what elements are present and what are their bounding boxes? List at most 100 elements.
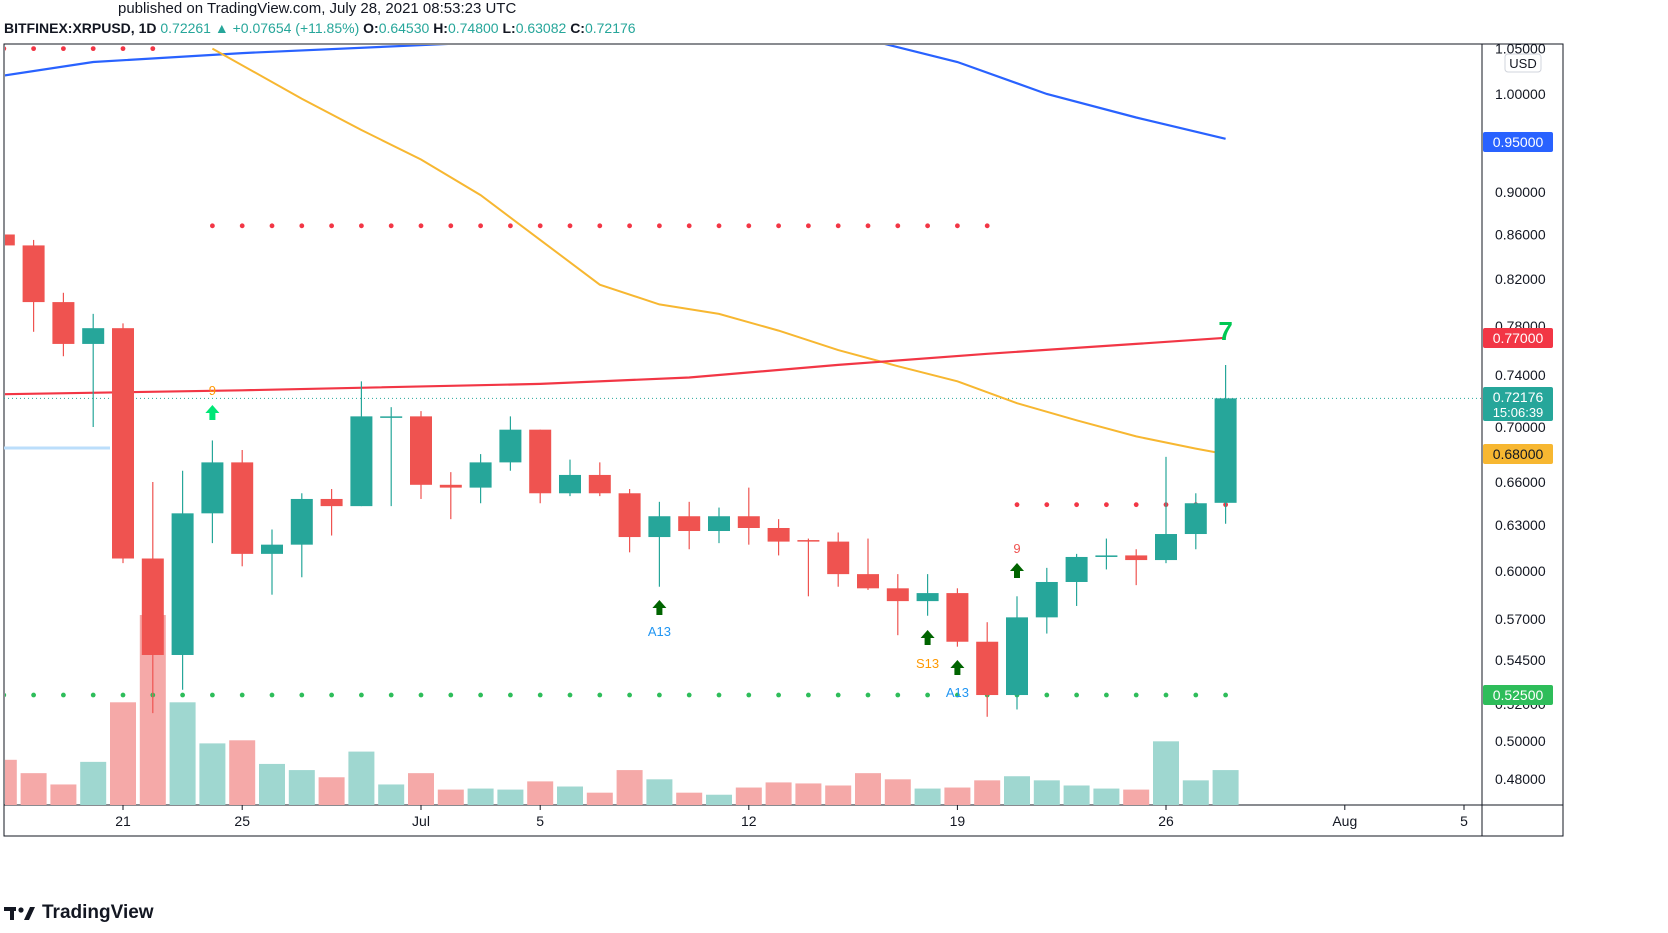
- signal-dot: [835, 692, 841, 698]
- volume-bar: [169, 702, 196, 805]
- candle-body[interactable]: [708, 516, 730, 532]
- volume-bar: [1212, 770, 1239, 805]
- signal-dot: [5, 692, 7, 698]
- volume-bar: [527, 781, 554, 805]
- signal-dot: [1014, 502, 1020, 508]
- change-arrow-icon: ▲: [214, 20, 229, 36]
- signal-dot: [210, 223, 215, 229]
- signal-dot: [31, 46, 36, 52]
- signal-dot: [478, 692, 483, 698]
- candle-body[interactable]: [1065, 556, 1088, 582]
- arrow-up-icon: [205, 405, 220, 420]
- high-value: 0.74800: [447, 20, 499, 36]
- candle-body[interactable]: [82, 328, 105, 344]
- candle-body[interactable]: [0, 234, 15, 246]
- candle-body[interactable]: [410, 416, 432, 485]
- signal-dot: [865, 692, 871, 698]
- volume-bar: [1153, 741, 1179, 805]
- signal-dot: [90, 46, 96, 52]
- signal-dot: [239, 223, 245, 229]
- candle-body[interactable]: [678, 516, 701, 532]
- price-tick-label: 0.57000: [1495, 611, 1546, 627]
- signal-dot: [627, 692, 632, 698]
- signal-dot: [806, 223, 811, 229]
- candle-body[interactable]: [1184, 503, 1207, 535]
- signal-dot: [448, 692, 454, 698]
- candle-body[interactable]: [499, 429, 522, 463]
- volume-bar: [765, 782, 792, 805]
- volume-bar: [706, 794, 732, 805]
- volume-bar: [1063, 785, 1090, 805]
- signal-dot: [1193, 692, 1199, 698]
- candle-body[interactable]: [1006, 617, 1028, 696]
- candle-body[interactable]: [976, 641, 999, 696]
- candle-body[interactable]: [1155, 534, 1177, 561]
- volume-bar: [884, 779, 911, 805]
- candle-body[interactable]: [261, 544, 283, 554]
- price-badge-label: 0.68000: [1493, 446, 1544, 462]
- price-badge-label: 0.77000: [1493, 330, 1544, 346]
- candle-body[interactable]: [767, 527, 790, 542]
- signal-dot: [955, 223, 960, 229]
- time-tick-label: 12: [741, 813, 757, 829]
- published-caption: published on TradingView.com, July 28, 2…: [118, 0, 517, 17]
- signal-dot: [657, 692, 662, 698]
- volume-bar: [944, 787, 971, 805]
- volume-bar: [348, 751, 375, 805]
- volume-bar: [20, 773, 47, 805]
- candle-body[interactable]: [946, 593, 969, 642]
- change-value: +0.07654 (+11.85%): [232, 20, 360, 36]
- signal-dot: [120, 46, 126, 52]
- signal-dot: [299, 223, 305, 229]
- signal-dot: [1074, 692, 1079, 698]
- candle-body[interactable]: [916, 593, 939, 602]
- candle-body[interactable]: [1214, 398, 1237, 503]
- candle-body[interactable]: [797, 540, 820, 542]
- candle-body[interactable]: [529, 429, 552, 494]
- signal-dot: [567, 223, 573, 229]
- candle-body[interactable]: [648, 516, 671, 538]
- candle-body[interactable]: [380, 416, 403, 418]
- candle-body[interactable]: [469, 462, 492, 488]
- signal-dot: [210, 692, 215, 698]
- signal-dot: [686, 692, 692, 698]
- volume-bar: [974, 780, 1001, 805]
- candle-body[interactable]: [52, 302, 75, 344]
- candle-body[interactable]: [231, 462, 254, 554]
- signal-dot: [120, 692, 126, 698]
- candle-body[interactable]: [618, 493, 641, 538]
- volume-bar: [1123, 789, 1150, 805]
- signal-dot: [627, 223, 632, 229]
- candle-body[interactable]: [827, 541, 850, 575]
- candle-body[interactable]: [857, 574, 879, 589]
- candle-body[interactable]: [141, 558, 164, 655]
- candle-body[interactable]: [1095, 555, 1118, 557]
- price-badge-label: 0.52500: [1493, 687, 1544, 703]
- candle-body[interactable]: [350, 416, 373, 507]
- candle-body[interactable]: [439, 484, 462, 488]
- volume-bar: [259, 763, 285, 805]
- candle-body[interactable]: [886, 588, 909, 602]
- candle-body[interactable]: [559, 474, 581, 494]
- candle-body[interactable]: [22, 245, 45, 303]
- time-tick-label: 21: [115, 813, 131, 829]
- candle-body[interactable]: [1035, 581, 1058, 618]
- signal-dot: [418, 692, 424, 698]
- signal-dot: [925, 223, 930, 229]
- signal-dot: [746, 223, 752, 229]
- candle-body[interactable]: [1125, 555, 1148, 561]
- candle-body[interactable]: [290, 498, 313, 545]
- candle-body[interactable]: [737, 516, 760, 528]
- price-badge-label: 0.95000: [1493, 134, 1544, 150]
- candle-body[interactable]: [320, 498, 343, 507]
- candle-body[interactable]: [201, 462, 224, 514]
- time-tick-label: 19: [950, 813, 966, 829]
- unit-box: [1504, 53, 1542, 73]
- candle-body[interactable]: [171, 513, 194, 655]
- signal-dot: [776, 223, 781, 229]
- candle-body[interactable]: [112, 328, 134, 559]
- candle-body[interactable]: [588, 474, 611, 494]
- countdown-label: 15:06:39: [1493, 405, 1544, 420]
- volume-bar: [318, 777, 345, 805]
